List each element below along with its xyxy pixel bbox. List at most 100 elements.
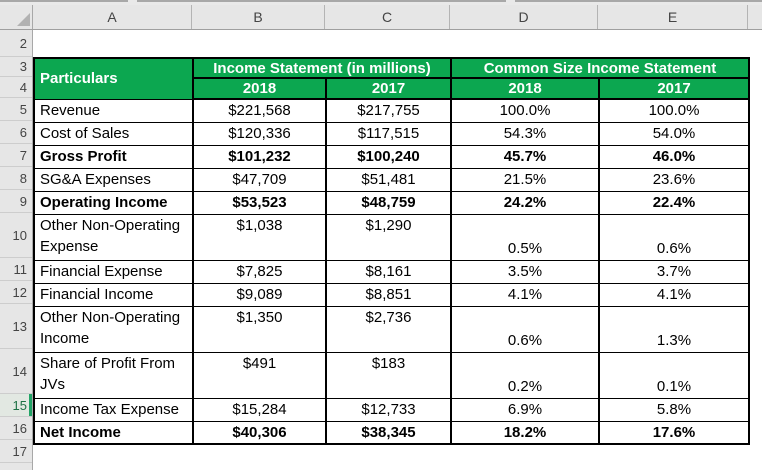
income-statement-group-header-cell[interactable]: Income Statement (in millions): [192, 57, 452, 79]
row-header-7[interactable]: 7: [0, 144, 32, 167]
pct-2018-cell[interactable]: 18.2%: [450, 420, 600, 445]
row-header-5[interactable]: 5: [0, 98, 32, 121]
pct-2018-cell[interactable]: 54.3%: [450, 121, 600, 146]
pct-2017-cell[interactable]: 17.6%: [598, 420, 750, 445]
table-row: Financial Expense $7,825 $8,161 3.5% 3.7%: [33, 259, 750, 284]
row-header-12[interactable]: 12: [0, 281, 32, 304]
sheet-grid[interactable]: Particulars Income Statement (in million…: [33, 30, 762, 470]
row-header-13[interactable]: 13: [0, 304, 32, 349]
pct-2018-cell[interactable]: 45.7%: [450, 144, 600, 169]
row-label-cell[interactable]: Net Income: [33, 420, 194, 445]
row-header-9[interactable]: 9: [0, 190, 32, 213]
row-label-cell[interactable]: SG&A Expenses: [33, 167, 194, 192]
row-label-cell[interactable]: Financial Expense: [33, 259, 194, 284]
usd-2017-cell[interactable]: $2,736: [325, 305, 452, 353]
usd-2017-cell[interactable]: $8,161: [325, 259, 452, 284]
row-header-3[interactable]: 3: [0, 57, 32, 77]
row-header-11[interactable]: 11: [0, 258, 32, 281]
column-header-c[interactable]: C: [325, 5, 450, 29]
row-header-15[interactable]: 15: [0, 394, 32, 417]
usd-2017-cell[interactable]: $8,851: [325, 282, 452, 307]
row-header-10[interactable]: 10: [0, 213, 32, 258]
usd-2017-cell[interactable]: $38,345: [325, 420, 452, 445]
pct-2018-cell[interactable]: 100.0%: [450, 98, 600, 123]
usd-2018-cell[interactable]: $101,232: [192, 144, 327, 169]
row-label-cell[interactable]: Financial Income: [33, 282, 194, 307]
table-row: Revenue $221,568 $217,755 100.0% 100.0%: [33, 98, 750, 123]
row-header-6[interactable]: 6: [0, 121, 32, 144]
table-row: Other Non-Operating Income $1,350 $2,736 0.…: [33, 305, 750, 353]
row-header-8[interactable]: 8: [0, 167, 32, 190]
pct-2018-cell[interactable]: 0.2%: [450, 351, 600, 399]
usd-2018-cell[interactable]: $1,038: [192, 213, 327, 261]
row-label-cell[interactable]: Operating Income: [33, 190, 194, 215]
usd-2018-cell[interactable]: $9,089: [192, 282, 327, 307]
pct-2018-cell[interactable]: 0.6%: [450, 305, 600, 353]
row-label-cell[interactable]: Revenue: [33, 98, 194, 123]
usd-2017-cell[interactable]: $51,481: [325, 167, 452, 192]
row-header-16[interactable]: 16: [0, 417, 32, 440]
usd-2017-cell[interactable]: $217,755: [325, 98, 452, 123]
table-row: Gross Profit $101,232 $100,240 45.7% 46.0%: [33, 144, 750, 169]
pct-2017-cell[interactable]: 0.6%: [598, 213, 750, 261]
year-header-cell[interactable]: 2018: [450, 77, 600, 100]
pct-2017-cell[interactable]: 3.7%: [598, 259, 750, 284]
row-header-17[interactable]: 17: [0, 440, 32, 463]
year-header-cell[interactable]: 2018: [192, 77, 327, 100]
divider-gap: [128, 0, 137, 3]
pct-2018-cell[interactable]: 4.1%: [450, 282, 600, 307]
year-header-cell[interactable]: 2017: [598, 77, 750, 100]
row-label-cell[interactable]: Cost of Sales: [33, 121, 194, 146]
row-label-cell[interactable]: Other Non-Operating Expense: [33, 213, 194, 261]
usd-2017-cell[interactable]: $117,515: [325, 121, 452, 146]
pct-2017-cell[interactable]: 100.0%: [598, 98, 750, 123]
pct-2017-cell[interactable]: 23.6%: [598, 167, 750, 192]
usd-2018-cell[interactable]: $491: [192, 351, 327, 399]
pct-2017-cell[interactable]: 4.1%: [598, 282, 750, 307]
column-header-d[interactable]: D: [450, 5, 598, 29]
pct-2017-cell[interactable]: 46.0%: [598, 144, 750, 169]
pct-2018-cell[interactable]: 21.5%: [450, 167, 600, 192]
column-header-b[interactable]: B: [192, 5, 325, 29]
pct-2017-cell[interactable]: 22.4%: [598, 190, 750, 215]
usd-2018-cell[interactable]: $221,568: [192, 98, 327, 123]
usd-2017-cell[interactable]: $48,759: [325, 190, 452, 215]
pct-2017-cell[interactable]: 54.0%: [598, 121, 750, 146]
usd-2018-cell[interactable]: $15,284: [192, 397, 327, 422]
usd-2018-cell[interactable]: $53,523: [192, 190, 327, 215]
row-label-cell[interactable]: Income Tax Expense: [33, 397, 194, 422]
divider: [0, 0, 762, 2]
column-header-a[interactable]: A: [33, 5, 192, 29]
row-label-cell[interactable]: Other Non-Operating Income: [33, 305, 194, 353]
column-header-e[interactable]: E: [598, 5, 748, 29]
row-label-cell[interactable]: Gross Profit: [33, 144, 194, 169]
pct-2018-cell[interactable]: 3.5%: [450, 259, 600, 284]
row-label-cell[interactable]: Share of Profit From JVs: [33, 351, 194, 399]
usd-2017-cell[interactable]: $12,733: [325, 397, 452, 422]
pct-2018-cell[interactable]: 24.2%: [450, 190, 600, 215]
usd-2017-cell[interactable]: $1,290: [325, 213, 452, 261]
row-header-4[interactable]: 4: [0, 77, 32, 98]
usd-2018-cell[interactable]: $120,336: [192, 121, 327, 146]
row-header-2[interactable]: 2: [0, 30, 32, 57]
table-row: Other Non-Operating Expense $1,038 $1,290 0…: [33, 213, 750, 261]
particulars-header-cell[interactable]: Particulars: [33, 57, 194, 100]
pct-2017-cell[interactable]: 5.8%: [598, 397, 750, 422]
pct-2017-cell[interactable]: 1.3%: [598, 305, 750, 353]
select-all-button[interactable]: [0, 5, 33, 29]
usd-2018-cell[interactable]: $1,350: [192, 305, 327, 353]
common-size-group-header-cell[interactable]: Common Size Income Statement: [450, 57, 750, 79]
usd-2017-cell[interactable]: $100,240: [325, 144, 452, 169]
usd-2018-cell[interactable]: $40,306: [192, 420, 327, 445]
usd-2018-cell[interactable]: $47,709: [192, 167, 327, 192]
row-header-14[interactable]: 14: [0, 349, 32, 394]
pct-2018-cell[interactable]: 0.5%: [450, 213, 600, 261]
pct-2018-cell[interactable]: 6.9%: [450, 397, 600, 422]
pct-2017-cell[interactable]: 0.1%: [598, 351, 750, 399]
table-row: Operating Income $53,523 $48,759 24.2% 22.4%: [33, 190, 750, 215]
usd-2017-cell[interactable]: $183: [325, 351, 452, 399]
usd-2018-cell[interactable]: $7,825: [192, 259, 327, 284]
empty-row-2[interactable]: [33, 30, 762, 57]
year-header-cell[interactable]: 2017: [325, 77, 452, 100]
